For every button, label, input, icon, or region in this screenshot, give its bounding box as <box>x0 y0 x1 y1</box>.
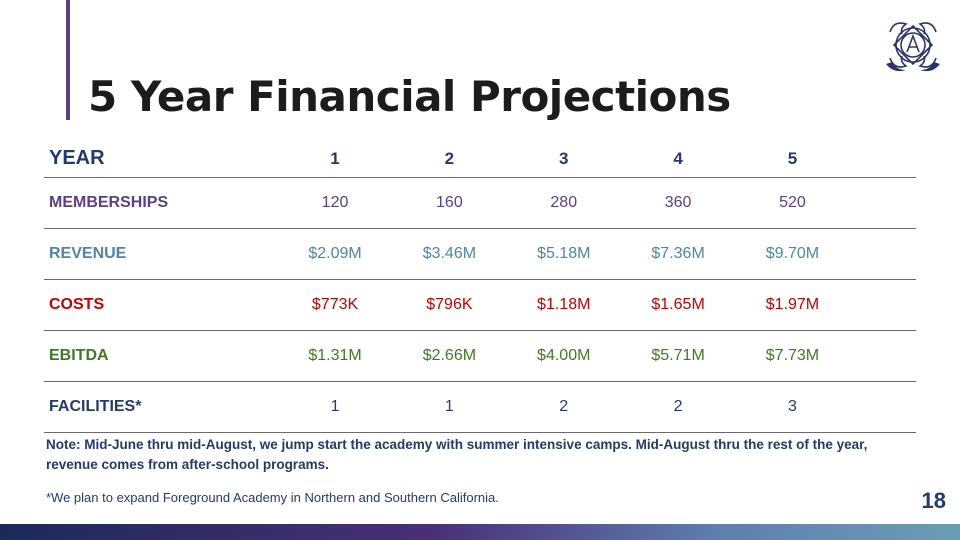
year-header-cell: 4 <box>673 148 683 168</box>
row-label-memberships: MEMBERSHIPS <box>49 194 169 211</box>
table-spacer-cell <box>850 331 916 382</box>
year-header-cell: 1 <box>330 148 340 168</box>
table-header-row: YEAR 1 2 3 4 5 <box>44 140 916 178</box>
table-cell: 280 <box>550 194 578 211</box>
table-cell: 2 <box>559 398 569 415</box>
year-header-label: YEAR <box>49 147 105 169</box>
table-spacer-cell <box>850 229 916 280</box>
table-cell: 1 <box>330 398 340 415</box>
table-cell: $9.70M <box>765 245 820 262</box>
table-row-revenue: REVENUE $2.09M $3.46M $5.18M $7.36M $9.7… <box>44 229 916 280</box>
year-header-cell: 2 <box>444 148 455 168</box>
table-cell: 1 <box>444 398 454 415</box>
table-cell: $7.36M <box>651 245 705 262</box>
row-label-ebitda: EBITDA <box>49 347 109 364</box>
table-row-facilities: FACILITIES* 1 1 2 2 3 <box>44 382 916 433</box>
table-cell: 520 <box>779 194 806 211</box>
table-cell: $1.18M <box>537 296 591 313</box>
table-cell: $1.65M <box>651 296 705 313</box>
table-cell: $4.00M <box>537 347 591 364</box>
table-cell: $796K <box>426 296 473 313</box>
academy-crest-icon <box>886 22 940 72</box>
table-spacer-cell <box>850 280 916 331</box>
table-spacer-cell <box>850 382 916 433</box>
table-cell: $5.71M <box>651 347 705 364</box>
table-cell: $2.66M <box>422 347 477 364</box>
table-cell: $773K <box>311 296 359 313</box>
year-header-cell: 5 <box>787 148 798 168</box>
table-row-ebitda: EBITDA $1.31M $2.66M $4.00M $5.71M $7.73… <box>44 331 916 382</box>
page-number: 18 <box>921 488 946 513</box>
row-label-facilities: FACILITIES* <box>49 398 142 415</box>
table-cell: $7.73M <box>765 347 820 364</box>
table-cell: 360 <box>664 194 692 211</box>
table-cell: $3.46M <box>422 245 477 262</box>
table-row-memberships: MEMBERSHIPS 120 160 280 360 520 <box>44 178 916 229</box>
expansion-footnote: *We plan to expand Foreground Academy in… <box>46 490 499 505</box>
table-row-costs: COSTS $773K $796K $1.18M $1.65M $1.97M <box>44 280 916 331</box>
table-cell: 2 <box>673 398 683 415</box>
table-spacer-cell <box>850 178 916 229</box>
table-cell: 3 <box>788 398 797 415</box>
program-note: Note: Mid-June thru mid-August, we jump … <box>46 437 868 472</box>
row-label-costs: COSTS <box>49 296 105 313</box>
table-cell: $1.97M <box>765 296 820 313</box>
slide-title: 5 Year Financial Projections <box>88 72 731 121</box>
table-cell: $2.09M <box>308 245 362 262</box>
row-label-revenue: REVENUE <box>49 245 127 262</box>
year-header-cell: 3 <box>559 148 569 168</box>
table-cell: 120 <box>321 194 349 211</box>
table-cell: $5.18M <box>537 245 591 262</box>
title-accent-bar <box>66 0 70 120</box>
table-cell: $1.31M <box>308 347 362 364</box>
table-spacer-cell <box>850 140 916 178</box>
table-cell: 160 <box>436 194 463 211</box>
financial-projections-table: YEAR 1 2 3 4 5 MEMBERSHIPS 120 160 280 3… <box>44 140 916 433</box>
bottom-gradient-band <box>0 524 960 540</box>
